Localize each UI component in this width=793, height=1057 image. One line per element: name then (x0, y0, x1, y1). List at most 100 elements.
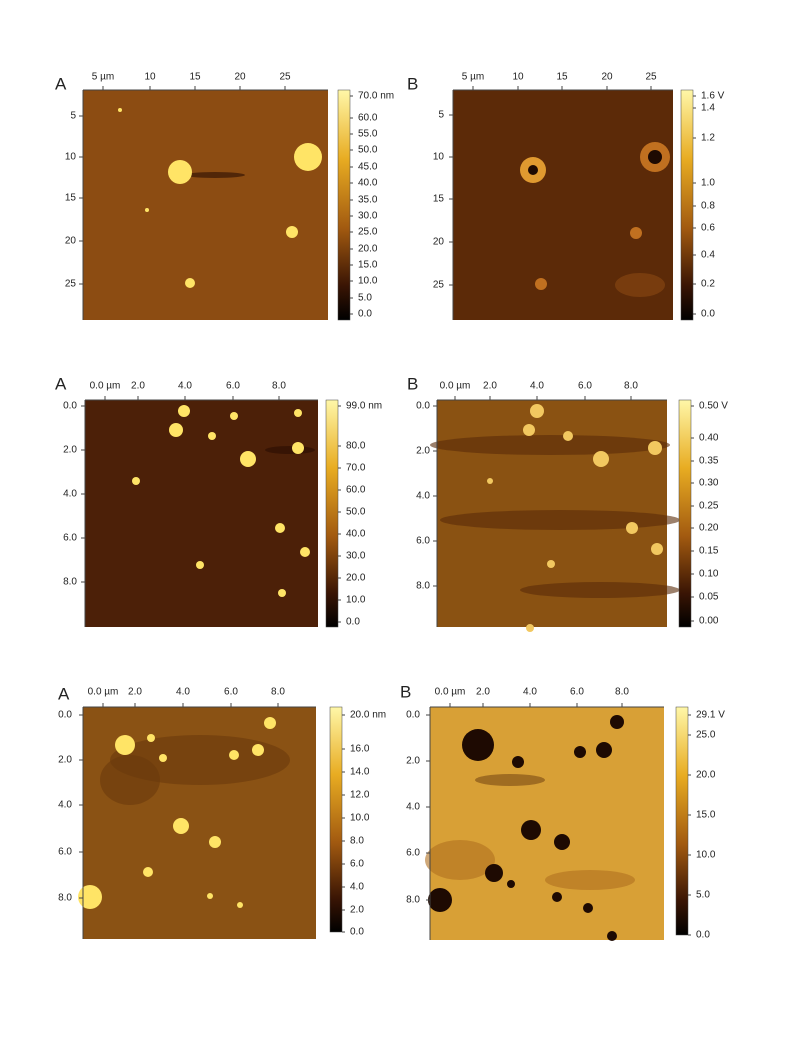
image-feature (208, 432, 216, 440)
colorbar-label: 55.0 (358, 129, 378, 140)
image-feature (428, 888, 452, 912)
y-tick-label: 8.0 (58, 893, 72, 904)
image-feature (143, 867, 153, 877)
x-tick-label: 8.0 (624, 381, 638, 392)
image-feature (475, 774, 545, 786)
colorbar-label: 0.50 V (699, 401, 728, 412)
colorbar-label: 0.0 (696, 930, 710, 941)
colorbar-label: 60.0 (358, 113, 378, 124)
y-tick-label: 4.0 (58, 800, 72, 811)
y-tick-label: 5 (438, 110, 444, 121)
y-tick-label: 10 (65, 152, 77, 163)
image-feature (278, 589, 286, 597)
x-tick-label: 15 (556, 72, 568, 83)
image-feature (547, 560, 555, 568)
x-tick-label: 2.0 (483, 381, 497, 392)
colorbar-label: 0.05 (699, 592, 719, 603)
y-tick-label: 4.0 (406, 802, 420, 813)
x-tick-label: 10 (512, 72, 524, 83)
image-feature (552, 892, 562, 902)
colorbar-label: 70.0 (346, 463, 366, 474)
image-feature (596, 742, 612, 758)
y-tick-label: 8.0 (416, 581, 430, 592)
image-feature (530, 404, 544, 418)
y-tick-label: 2.0 (416, 446, 430, 457)
colorbar-label: 0.0 (701, 309, 715, 320)
image-feature (630, 227, 642, 239)
colorbar-label: 0.30 (699, 478, 719, 489)
colorbar-label: 0.15 (699, 546, 719, 557)
colorbar-label: 2.0 (350, 905, 364, 916)
image-feature (229, 750, 239, 760)
image-feature (615, 273, 665, 297)
panel-letter: A (55, 74, 67, 93)
colorbar-label: 6.0 (350, 859, 364, 870)
colorbar-label: 0.4 (701, 250, 715, 261)
image-feature (147, 734, 155, 742)
image-feature (78, 885, 102, 909)
image-feature (237, 902, 243, 908)
panel-letter: A (58, 684, 70, 703)
image-feature (196, 561, 204, 569)
image-feature (132, 477, 140, 485)
image-feature (252, 744, 264, 756)
colorbar-label: 5.0 (696, 890, 710, 901)
colorbar (337, 89, 351, 321)
x-tick-label: 6.0 (578, 381, 592, 392)
colorbar-label: 5.0 (358, 293, 372, 304)
image-feature (159, 754, 167, 762)
y-tick-label: 20 (65, 236, 77, 247)
x-tick-label: 2.0 (476, 687, 490, 698)
colorbar-label: 80.0 (346, 441, 366, 452)
afm-image (85, 400, 318, 627)
x-tick-label: 0.0 µm (90, 381, 121, 392)
colorbar-label: 0.20 (699, 523, 719, 534)
colorbar-label: 10.0 (350, 813, 370, 824)
colorbar-label: 1.0 (701, 178, 715, 189)
image-feature (593, 451, 609, 467)
x-tick-label: 2.0 (128, 687, 142, 698)
colorbar-label: 15.0 (358, 260, 378, 271)
x-tick-label: 25 (645, 72, 657, 83)
y-tick-label: 2.0 (63, 445, 77, 456)
colorbar-label: 20.0 (696, 770, 716, 781)
colorbar-label: 50.0 (358, 145, 378, 156)
colorbar-label: 40.0 (346, 529, 366, 540)
colorbar-label: 25.0 (696, 730, 716, 741)
y-tick-label: 6.0 (416, 536, 430, 547)
colorbar (678, 399, 692, 628)
image-feature (240, 451, 256, 467)
y-tick-label: 8.0 (63, 577, 77, 588)
image-feature (521, 820, 541, 840)
colorbar-label: 15.0 (696, 810, 716, 821)
image-feature (651, 543, 663, 555)
colorbar-label: 10.0 (358, 276, 378, 287)
image-feature (440, 510, 680, 530)
y-tick-label: 4.0 (63, 489, 77, 500)
image-feature (100, 755, 160, 805)
image-feature (168, 160, 192, 184)
colorbar-label: 20.0 nm (350, 710, 386, 721)
image-feature (185, 172, 245, 178)
colorbar-label: 0.0 (346, 617, 360, 628)
image-feature (265, 446, 315, 454)
colorbar-label: 70.0 nm (358, 91, 394, 102)
image-feature (523, 424, 535, 436)
image-feature (286, 226, 298, 238)
colorbar-label: 20.0 (346, 573, 366, 584)
y-tick-label: 25 (433, 280, 445, 291)
x-tick-label: 6.0 (570, 687, 584, 698)
colorbar-label: 30.0 (358, 211, 378, 222)
colorbar-label: 1.6 V (701, 91, 725, 102)
y-tick-label: 6.0 (406, 848, 420, 859)
colorbar-label: 10.0 (696, 850, 716, 861)
image-feature (512, 756, 524, 768)
y-tick-label: 10 (433, 152, 445, 163)
image-feature (648, 441, 662, 455)
colorbar-label: 25.0 (358, 227, 378, 238)
colorbar-label: 0.10 (699, 569, 719, 580)
image-feature (425, 840, 495, 880)
colorbar-label: 40.0 (358, 178, 378, 189)
y-tick-label: 0.0 (416, 401, 430, 412)
colorbar-label: 29.1 V (696, 710, 725, 721)
